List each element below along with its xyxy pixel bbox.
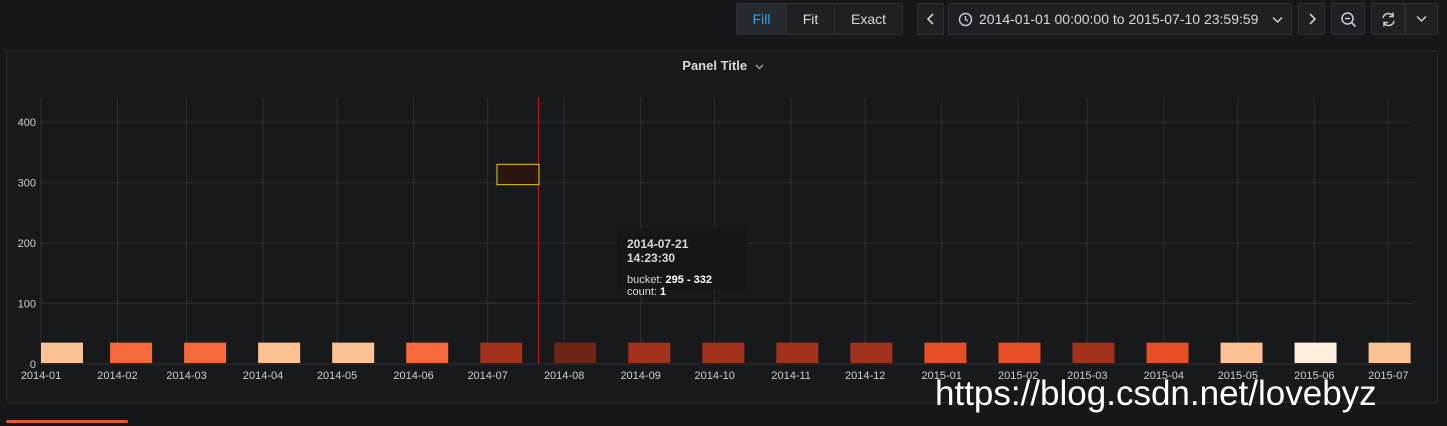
fit-mode-fit[interactable]: Fit (787, 4, 835, 34)
heatmap-cell[interactable] (776, 342, 819, 363)
x-tick-label: 2015-07 (1368, 370, 1408, 382)
chevron-down-icon (1272, 16, 1283, 24)
x-tick-label: 2014-04 (243, 370, 283, 382)
chevron-down-icon (1416, 15, 1427, 23)
y-tick-label: 400 (18, 117, 36, 129)
time-shift-back-button[interactable] (917, 3, 944, 35)
heatmap-cell[interactable] (110, 342, 153, 363)
time-shift-forward-button[interactable] (1298, 3, 1325, 35)
heatmap-cell[interactable] (850, 342, 893, 363)
heatmap-cell[interactable] (998, 342, 1041, 363)
x-tick-label: 2014-07 (467, 370, 507, 382)
y-tick-label: 300 (18, 178, 36, 190)
x-tick-label: 2014-01 (21, 370, 61, 382)
fit-mode-switch: Fill Fit Exact (736, 3, 903, 35)
heatmap-cell[interactable] (258, 342, 301, 363)
x-tick-label: 2014-12 (845, 370, 885, 382)
y-tick-label: 0 (30, 359, 36, 371)
watermark-text: https://blog.csdn.net/lovebyz (935, 374, 1377, 413)
x-tick-label: 2014-11 (771, 370, 811, 382)
fit-mode-fill[interactable]: Fill (737, 4, 787, 34)
clock-icon (958, 12, 973, 26)
heatmap-cell[interactable] (1146, 342, 1189, 363)
heatmap-cell[interactable] (332, 342, 375, 363)
chevron-left-icon (926, 13, 934, 25)
heatmap-cell[interactable] (1294, 342, 1337, 363)
heatmap-cell[interactable] (1220, 342, 1263, 363)
next-panel-edge (6, 420, 128, 423)
x-tick-label: 2014-03 (166, 370, 206, 382)
panel-title-text: Panel Title (682, 58, 748, 73)
fit-mode-exact[interactable]: Exact (850, 11, 886, 27)
heatmap-cell[interactable] (554, 342, 597, 363)
y-tick-label: 100 (18, 299, 36, 311)
heatmap-cell[interactable] (41, 342, 83, 363)
x-tick-label: 2015-01 (921, 370, 961, 382)
tooltip-bucket-label: bucket: (627, 274, 663, 286)
x-tick-label: 2014-09 (620, 370, 660, 382)
x-tick-label: 2015-06 (1294, 370, 1334, 382)
tooltip-bucket-value: 295 - 332 (665, 274, 713, 286)
chart-grid (40, 98, 1413, 365)
refresh-button[interactable] (1371, 3, 1405, 35)
heatmap-cell[interactable] (406, 342, 449, 363)
heatmap-cell[interactable] (1072, 342, 1115, 363)
x-tick-label: 2015-03 (1067, 370, 1107, 382)
panel-title[interactable]: Panel Title (7, 58, 1439, 73)
heatmap-cell[interactable] (702, 342, 745, 363)
heatmap-cell[interactable] (1368, 342, 1411, 363)
tooltip-count-value: 1 (660, 286, 667, 298)
tooltip-title: 2014-07-21 14:23:30 (627, 237, 689, 265)
zoom-out-icon (1340, 11, 1356, 27)
heatmap-cell[interactable] (924, 342, 967, 363)
refresh-icon (1381, 12, 1395, 26)
x-tick-label: 2014-08 (544, 370, 584, 382)
x-tick-label: 2014-10 (694, 370, 734, 382)
x-tick-label: 2014-05 (317, 370, 357, 382)
heatmap-cell[interactable] (628, 342, 671, 363)
x-tick-label: 2015-04 (1144, 370, 1184, 382)
chevron-right-icon (1308, 13, 1316, 25)
tooltip-count: count: 1 (627, 286, 737, 298)
heatmap-cell[interactable] (184, 342, 227, 363)
highlighted-cell[interactable] (496, 163, 540, 186)
y-tick-label: 200 (18, 238, 36, 250)
heatmap-cells (41, 342, 1411, 363)
chart-tooltip: 2014-07-21 14:23:30 bucket: 295 - 332 co… (617, 228, 747, 298)
heatmap-cell[interactable] (480, 342, 523, 363)
chevron-down-icon (755, 64, 764, 69)
x-tick-label: 2015-05 (1218, 370, 1258, 382)
dashboard-toolbar: Fill Fit Exact 2014-01-01 00:00:00 to 20… (0, 0, 1447, 40)
x-tick-label: 2014-02 (97, 370, 137, 382)
tooltip-count-label: count: (627, 286, 657, 298)
tooltip-bucket: bucket: 295 - 332 (627, 274, 737, 286)
y-axis: 0 100 200 300 400 (18, 117, 36, 371)
x-axis: 2014-01 2014-02 2014-03 2014-04 2014-05 2014-… (21, 370, 1409, 382)
x-tick-label: 2015-02 (998, 370, 1038, 382)
zoom-out-button[interactable] (1331, 3, 1365, 35)
heatmap-panel: Panel Title 0 100 200 300 400 2014-01 2014-02… (6, 51, 1438, 403)
time-range-label: 2014-01-01 00:00:00 to 2015-07-10 23:59:… (979, 11, 1259, 27)
time-range-picker[interactable]: 2014-01-01 00:00:00 to 2015-07-10 23:59:… (948, 3, 1292, 35)
refresh-interval-dropdown[interactable] (1405, 3, 1438, 35)
x-tick-label: 2014-06 (393, 370, 433, 382)
